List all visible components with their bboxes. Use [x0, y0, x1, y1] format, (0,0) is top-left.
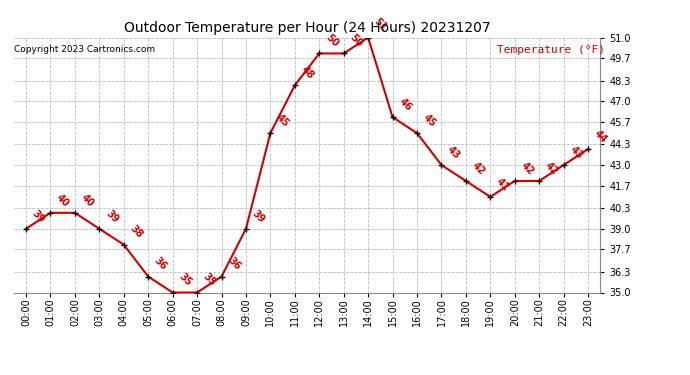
Text: 39: 39 — [30, 208, 47, 225]
Text: 43: 43 — [568, 144, 584, 161]
Text: 51: 51 — [373, 17, 389, 33]
Text: 44: 44 — [592, 128, 609, 145]
Text: 39: 39 — [104, 208, 120, 225]
Text: Temperature (°F): Temperature (°F) — [497, 45, 605, 55]
Text: 40: 40 — [79, 192, 96, 208]
Text: 36: 36 — [226, 256, 242, 272]
Text: 48: 48 — [299, 64, 316, 81]
Text: 42: 42 — [543, 160, 560, 177]
Text: 42: 42 — [519, 160, 535, 177]
Text: 50: 50 — [348, 33, 364, 49]
Text: 35: 35 — [201, 272, 218, 288]
Text: 45: 45 — [421, 112, 437, 129]
Text: 50: 50 — [324, 33, 340, 49]
Text: 40: 40 — [55, 192, 71, 208]
Text: 36: 36 — [152, 256, 169, 272]
Text: 42: 42 — [470, 160, 486, 177]
Text: 38: 38 — [128, 224, 145, 240]
Text: 46: 46 — [397, 96, 413, 113]
Text: 35: 35 — [177, 272, 193, 288]
Text: 41: 41 — [495, 176, 511, 193]
Text: 45: 45 — [275, 112, 291, 129]
Text: Copyright 2023 Cartronics.com: Copyright 2023 Cartronics.com — [14, 45, 155, 54]
Text: 43: 43 — [446, 144, 462, 161]
Text: 39: 39 — [250, 208, 267, 225]
Title: Outdoor Temperature per Hour (24 Hours) 20231207: Outdoor Temperature per Hour (24 Hours) … — [124, 21, 491, 35]
